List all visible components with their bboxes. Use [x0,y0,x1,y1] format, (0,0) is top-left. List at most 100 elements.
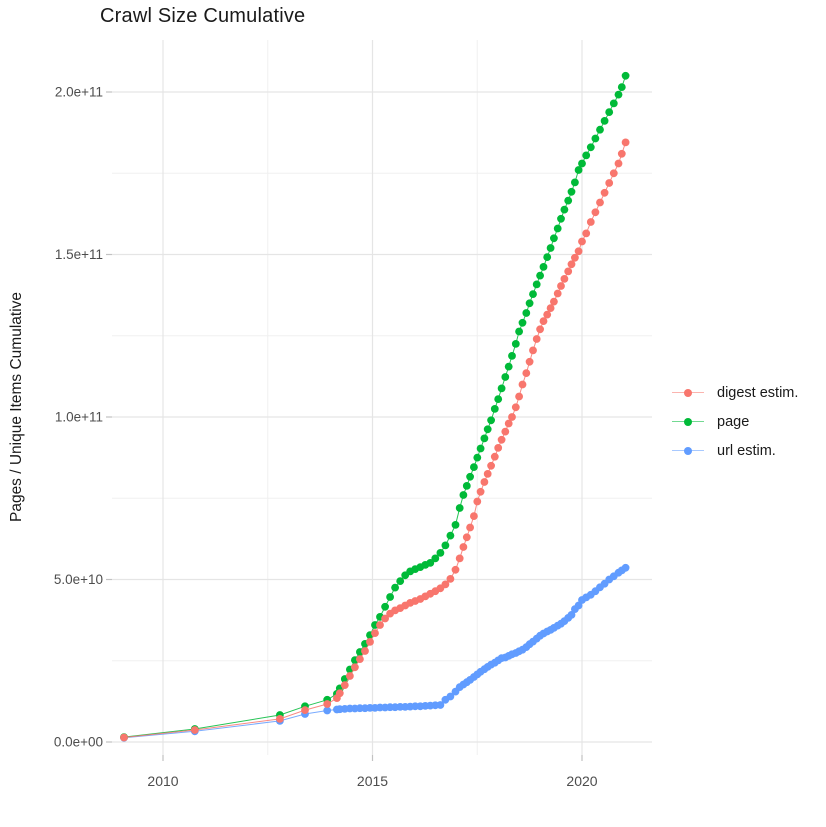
data-point [381,602,389,611]
data-point [476,487,485,496]
data-point [567,187,576,196]
data-point [301,706,309,714]
data-point [483,470,492,478]
data-point [515,392,523,401]
legend-key [672,414,704,430]
data-point [546,244,555,252]
data-point [518,380,527,389]
data-point [462,533,471,542]
data-point [582,229,591,238]
data-point [586,143,595,152]
legend-label: url estim. [717,442,776,459]
data-point [609,99,618,108]
data-point [473,453,482,462]
data-point [582,151,591,160]
chart-title: Crawl Size Cumulative [100,5,306,27]
data-point [621,563,630,572]
data-point [578,237,586,246]
data-point [605,108,614,116]
data-point [511,403,520,412]
data-point [553,224,562,233]
data-point [557,214,565,223]
data-point [356,655,364,663]
data-point [436,549,445,557]
data-point [600,117,609,125]
series-line [123,75,627,738]
legend-key [672,443,704,459]
data-point [564,196,573,205]
data-point [560,205,569,214]
data-point [455,554,464,563]
data-point [504,362,513,371]
data-point [396,577,405,585]
data-point [494,395,503,403]
data-point [366,638,374,646]
data-point [459,543,468,551]
data-point [455,504,464,512]
data-point [446,692,455,701]
series-line [123,567,626,739]
data-point [605,179,614,187]
data-point [617,83,626,91]
data-point [532,280,541,289]
data-point [441,580,450,589]
data-point [550,297,558,306]
x-tick-label: 2020 [566,773,597,789]
data-point [550,234,558,243]
data-point [571,178,579,187]
data-point [600,188,609,197]
data-point [480,434,489,443]
data-point [617,149,626,158]
data-point [525,299,534,308]
data-point [578,159,586,168]
data-point [515,327,523,336]
data-point [276,715,284,723]
data-point [511,340,520,348]
data-point [536,271,544,280]
data-point [567,260,576,269]
data-point [480,478,489,486]
data-point [529,346,537,355]
data-point [470,512,478,520]
data-point [543,310,552,319]
data-point [546,304,555,312]
data-point [586,218,595,226]
data-point [564,267,573,276]
data-point [446,531,455,540]
data-point [451,521,460,529]
data-point [371,629,379,637]
data-point [621,138,630,147]
data-point [508,352,516,360]
data-point [591,208,600,217]
data-point [518,318,527,327]
x-tick-label: 2015 [357,773,388,789]
data-point [462,482,471,490]
data-point [560,275,569,283]
data-point [614,90,623,99]
legend-item-digest-estim: digest estim. [672,378,798,407]
data-point [451,565,460,574]
data-point [596,125,604,134]
data-point [609,169,618,178]
legend: digest estim. page url estim. [672,378,798,465]
data-point [391,583,399,592]
data-point [473,497,482,506]
data-point [557,282,565,290]
legend-key-dot-icon [684,388,692,397]
legend-key-dot-icon [684,446,692,455]
data-point [490,405,499,413]
y-tick-label: 0.0e+00 [54,735,103,750]
data-point [497,435,506,444]
data-point [361,647,369,655]
legend-item-page: page [672,407,798,436]
data-point [522,309,531,317]
data-point [508,413,516,421]
data-point [497,384,506,393]
data-point [470,463,478,471]
data-point [441,541,450,550]
data-point [376,621,384,629]
data-point [346,672,354,680]
data-point [571,253,579,262]
data-point [574,247,583,256]
